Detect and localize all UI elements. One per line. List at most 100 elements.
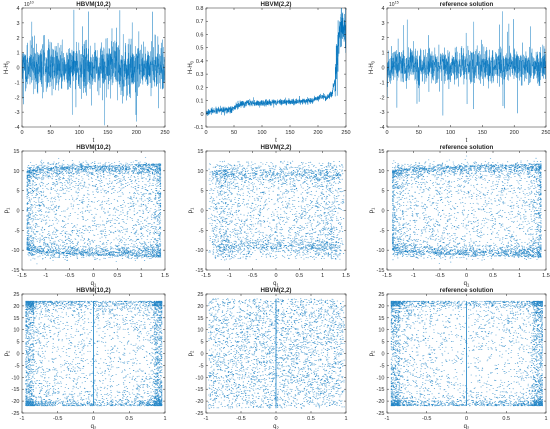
x-tick-label: -1 [411,273,416,279]
x-tick-label: -0.5 [236,416,245,422]
y-tick-label: 15 [378,316,384,322]
x-tick-label: 0.5 [296,273,304,279]
x-axis-label: t [93,138,95,144]
x-tick-label: -1 [43,273,48,279]
panel-title: reference solution [440,144,494,151]
x-tick-label: 1 [163,416,166,422]
x-tick-label: 0.5 [489,273,497,279]
x-axis-label: t [466,138,468,144]
plot-area [22,9,165,126]
y-tick-label: 0.7 [196,19,204,25]
x-axis-label: q2 [91,424,97,429]
y-tick-label: 10 [197,169,203,175]
x-axis-label-main: t [466,138,468,144]
series-line [22,9,165,126]
y-tick-label: -4 [380,125,385,131]
y-tick-label: -1 [380,80,385,86]
panel-title: reference solution [440,1,494,8]
y-tick-label: 0 [16,209,19,215]
y-tick-label: 10 [13,328,19,334]
chart-panel-1: 0 50 100 150 200 250-4-3-2-101234HBVM(10,2)tH… [4,1,170,145]
y-tick-label: -5 [380,363,385,369]
y-tick-label: 15 [13,316,19,322]
y-axis-label-main: H-H [369,63,375,74]
y-axis-label-main: p [4,352,10,356]
plot-area [26,157,162,265]
x-tick-label: 150 [285,130,294,136]
panel-title: HBVM(2,2) [261,1,292,8]
series-line [206,8,346,116]
scatter-points [26,157,162,265]
x-tick-label: 200 [510,130,519,136]
y-axis-label-sub: 0 [371,60,376,63]
y-tick-label: -15 [377,268,385,274]
x-axis-label-main: t [93,138,95,144]
panel-title: HBVM(2,2) [261,144,292,151]
plot-area [207,298,345,409]
y-tick-label: 10 [378,169,384,175]
y-tick-label: 20 [13,304,19,310]
x-tick-label: 250 [541,130,550,136]
axis-exponent-base: 10 [24,2,30,8]
y-tick-label: -15 [196,268,204,274]
y-tick-label: 4 [16,6,19,12]
x-axis-label-sub: 1 [277,283,280,288]
x-tick-label: 200 [132,130,141,136]
y-tick-label: 5 [381,189,384,195]
scatter-points [208,160,345,261]
y-tick-label: 0 [16,352,19,358]
y-tick-label: 0 [200,352,203,358]
x-tick-label: -0.5 [435,273,444,279]
y-axis-label: H-H0 [188,60,195,74]
x-tick-label: 0 [274,416,277,422]
y-tick-label: -0.1 [194,125,203,131]
y-tick-label: 0 [200,209,203,215]
y-tick-label: -2 [15,95,20,101]
x-tick-label: 250 [341,130,350,136]
y-axis-label-main: p [188,352,194,356]
y-axis-label-main: p [369,209,375,213]
panel-title: HBVM(2,2) [261,287,292,294]
y-tick-label: 0.6 [196,32,204,38]
y-tick-label: -3 [380,110,385,116]
x-tick-label: -0.5 [53,416,62,422]
x-tick-label: -0.5 [422,416,431,422]
y-axis-label: H-H0 [369,60,376,74]
x-tick-label: 150 [103,130,112,136]
y-axis-label-sub: 2 [371,350,376,353]
y-axis-label-sub: 0 [6,60,11,63]
y-axis-label-main: p [188,209,194,213]
x-axis-label-sub: 2 [277,426,280,429]
plot-area [387,11,546,116]
y-tick-label: -5 [380,228,385,234]
x-axis-label-sub: 2 [467,426,470,429]
x-tick-label: 1 [544,416,547,422]
y-tick-label: 25 [378,292,384,298]
y-tick-label: -5 [15,228,20,234]
x-axis-label-sub: 1 [467,283,470,288]
y-tick-label: -4 [15,125,20,131]
y-tick-label: 5 [200,189,203,195]
panel-title: reference solution [440,287,494,294]
x-tick-label: 150 [478,130,487,136]
y-tick-label: 0 [381,209,384,215]
x-axis-label-sub: 2 [94,426,97,429]
x-tick-label: -0.5 [65,273,74,279]
y-tick-label: 0.2 [196,85,204,91]
y-tick-label: 3 [16,21,19,27]
y-tick-label: -5 [199,363,204,369]
x-axis-label-main: q [464,281,467,287]
x-axis-label-main: q [91,281,94,287]
y-tick-label: 4 [381,6,384,12]
y-tick-label: -10 [196,375,204,381]
panel-title: HBVM(10,2) [76,287,110,294]
axis-exponent: 1010 [24,1,34,9]
x-tick-label: 1.5 [342,273,350,279]
y-tick-label: 20 [197,304,203,310]
x-axis-label-main: q [273,424,276,429]
x-axis-label: q2 [464,424,470,429]
x-tick-label: 0.5 [307,416,315,422]
x-tick-label: 0 [465,273,468,279]
